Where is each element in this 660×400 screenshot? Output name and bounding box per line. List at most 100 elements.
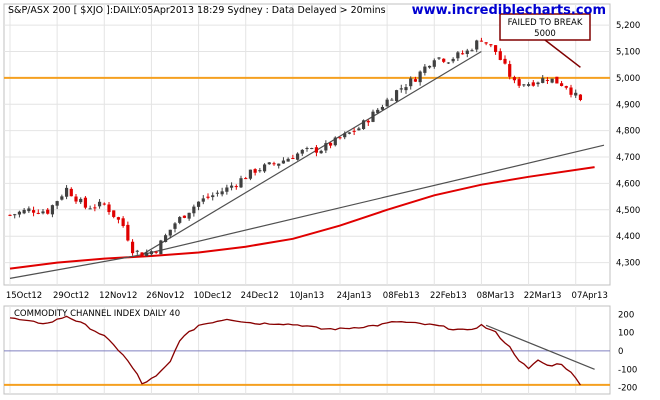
candle-body [314, 147, 319, 153]
candle-body [338, 137, 342, 139]
price-y-tick-label: 4,900 [616, 100, 640, 110]
price-y-tick-label: 4,600 [616, 179, 640, 189]
price-y-tick-label: 5,100 [616, 47, 640, 57]
candle-body [475, 40, 479, 50]
candle-body [281, 160, 286, 164]
candle-body [503, 58, 507, 64]
cci-title: COMMODITY CHANNEL INDEX DAILY 40 [14, 309, 180, 319]
candle-body [371, 111, 375, 122]
candle-body [559, 83, 564, 86]
candle-body [258, 170, 262, 172]
candle-body [319, 150, 323, 154]
candle-body [328, 142, 333, 146]
candle-body [366, 120, 370, 123]
candle-body [286, 158, 290, 162]
candle-body [192, 206, 196, 214]
x-tick-label: 22Mar13 [524, 291, 562, 301]
cci-line [9, 315, 581, 386]
candle-body [27, 208, 31, 212]
price-y-tick-label: 4,800 [616, 127, 640, 137]
price-y-axis: 4,300 4,400 4,500 4,600 4,700 4,800 4,900 5,000… [616, 21, 640, 268]
candle-body [295, 153, 300, 160]
cci-y-axis: 200 100 0 -100 -200 [618, 310, 637, 393]
candle-body [159, 240, 163, 255]
candle-body [352, 130, 356, 132]
cci-y-tick-label: -100 [618, 365, 637, 375]
candle-body [225, 187, 229, 192]
candle-body [41, 211, 45, 214]
candle-body [248, 169, 253, 179]
candle-body [291, 157, 295, 159]
candle-body [31, 210, 36, 213]
candle-body [526, 84, 531, 86]
candle-body [550, 78, 554, 83]
candle-body [121, 218, 125, 226]
candle-body [522, 84, 526, 86]
candle-body [456, 52, 460, 59]
candle-body [460, 53, 465, 55]
candle-body [135, 250, 139, 252]
candle-body [498, 51, 502, 60]
candle-body [470, 50, 474, 52]
candle-body [267, 162, 271, 165]
cci-y-tick-label: 100 [618, 329, 634, 339]
candle-body [149, 251, 154, 255]
candle-body [22, 209, 26, 214]
candle-body [394, 90, 399, 102]
candle-body [36, 212, 40, 214]
candle-body [163, 235, 168, 243]
candle-body [404, 87, 408, 91]
candle-body [88, 208, 92, 210]
candle-body [451, 58, 455, 62]
candle-body [244, 178, 248, 180]
candle-body [300, 149, 304, 154]
candle-body [399, 88, 403, 90]
candle-body [385, 99, 389, 107]
annotation-box [499, 13, 591, 41]
candle-body [154, 251, 158, 253]
candle-body [13, 214, 17, 216]
candle-body [493, 45, 498, 52]
moving-average-line [9, 166, 595, 270]
candle-body [74, 196, 78, 202]
cci-y-tick-label: -200 [618, 384, 637, 394]
cci-trendline [485, 324, 595, 370]
candle-body [508, 64, 512, 77]
x-tick-label: 12Nov12 [99, 291, 137, 301]
cci-y-tick-label: 200 [618, 310, 634, 320]
candle-body [484, 42, 488, 44]
candle-body [102, 203, 106, 205]
candle-body [376, 109, 380, 113]
candle-body [347, 132, 352, 134]
candle-body [446, 62, 451, 64]
chart-title: S&P/ASX 200 [ $XJO ]:DAILY:05Apr2013 18:… [8, 5, 386, 16]
candle-body [46, 209, 50, 214]
candle-body [536, 82, 540, 85]
candle-body [333, 137, 337, 146]
candle-body [140, 252, 144, 258]
x-tick-label: 24Jan13 [337, 291, 372, 301]
candle-body [272, 163, 276, 165]
x-tick-label: 08Feb13 [383, 291, 420, 301]
x-tick-label: 26Nov12 [146, 291, 184, 301]
candle-body [409, 78, 413, 87]
candle-body [64, 187, 69, 197]
candle-body [277, 163, 281, 166]
x-tick-label: 08Mar13 [477, 291, 515, 301]
candle-body [168, 229, 172, 236]
candle-body [413, 79, 418, 82]
candle-body [569, 87, 573, 95]
candle-body [55, 201, 59, 206]
price-candles [8, 37, 583, 258]
candle-body [541, 78, 545, 83]
candle-body [50, 205, 55, 215]
candle-body [512, 77, 517, 81]
candle-body [343, 133, 347, 138]
candle-body [578, 94, 583, 101]
x-tick-label: 22Feb13 [430, 291, 467, 301]
candle-body [234, 186, 238, 188]
candle-body [201, 198, 205, 202]
cci-panel-frame [3, 305, 611, 395]
